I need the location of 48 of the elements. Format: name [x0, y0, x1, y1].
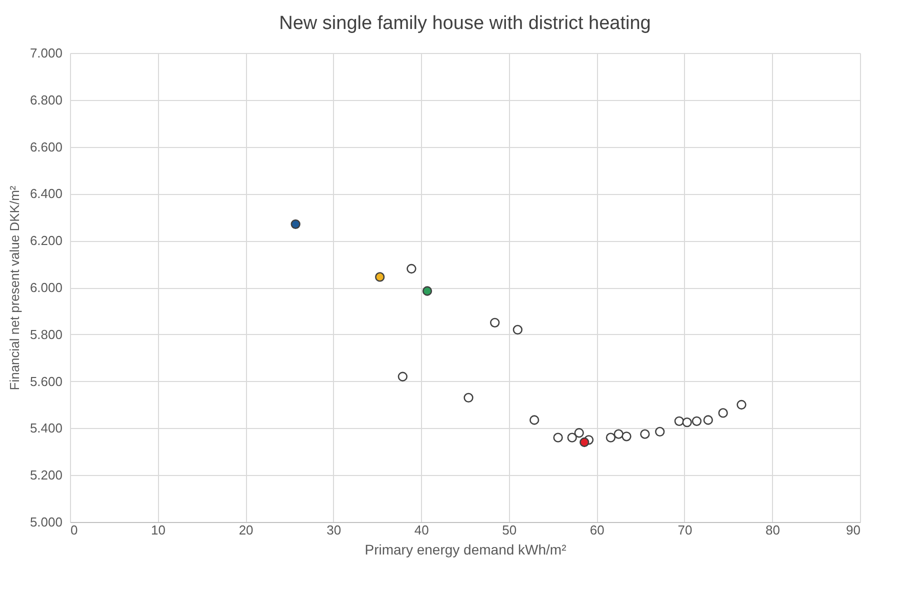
point — [682, 418, 692, 428]
point — [512, 324, 522, 335]
x-tick-label: 40 — [414, 522, 429, 538]
chart-title: New single family house with district heating — [279, 13, 651, 34]
point — [614, 429, 624, 439]
point — [422, 286, 432, 296]
y-tick-label: 6.000 — [30, 280, 62, 295]
x-tick-label: 60 — [590, 522, 604, 538]
y-tick-label: 5.200 — [30, 468, 62, 483]
x-tick-label: 10 — [151, 522, 166, 538]
y-tick-label: 6.200 — [30, 233, 62, 248]
point — [530, 415, 540, 425]
y-tick-label: 7.000 — [30, 46, 62, 60]
point — [622, 432, 632, 442]
y-tick-label: 6.600 — [30, 139, 62, 154]
point — [464, 392, 474, 403]
x-tick-label: 50 — [502, 522, 517, 538]
y-tick-label: 6.800 — [30, 92, 62, 108]
point — [290, 219, 300, 230]
point — [640, 429, 650, 439]
point — [574, 428, 584, 438]
y-tick-label: 5.400 — [30, 420, 62, 436]
point — [692, 416, 702, 426]
point — [718, 408, 728, 418]
point — [567, 432, 577, 442]
y-tick-label: 6.400 — [30, 186, 62, 202]
x-tick-label: 0 — [70, 522, 78, 538]
point — [398, 372, 408, 382]
point — [490, 318, 500, 328]
x-tick-label: 20 — [238, 522, 254, 538]
point — [606, 432, 616, 442]
point — [703, 415, 713, 425]
point — [553, 432, 563, 442]
x-axis-title: Primary energy demand kWh/m² — [364, 542, 567, 558]
point — [655, 426, 665, 437]
x-tick-label: 30 — [326, 522, 342, 538]
point — [375, 272, 385, 282]
y-tick-label: 5.600 — [30, 374, 62, 389]
point — [736, 400, 746, 410]
x-tick-label: 90 — [846, 522, 860, 538]
x-tick-label: 80 — [765, 522, 780, 538]
y-axis-title: Financial net present value DKK/m² — [6, 185, 22, 390]
y-tick-label: 5.800 — [30, 326, 62, 342]
point — [406, 264, 416, 274]
x-tick-label: 70 — [678, 522, 692, 538]
point — [580, 437, 590, 448]
y-tick-label: 5.000 — [30, 514, 62, 530]
point — [674, 416, 684, 426]
